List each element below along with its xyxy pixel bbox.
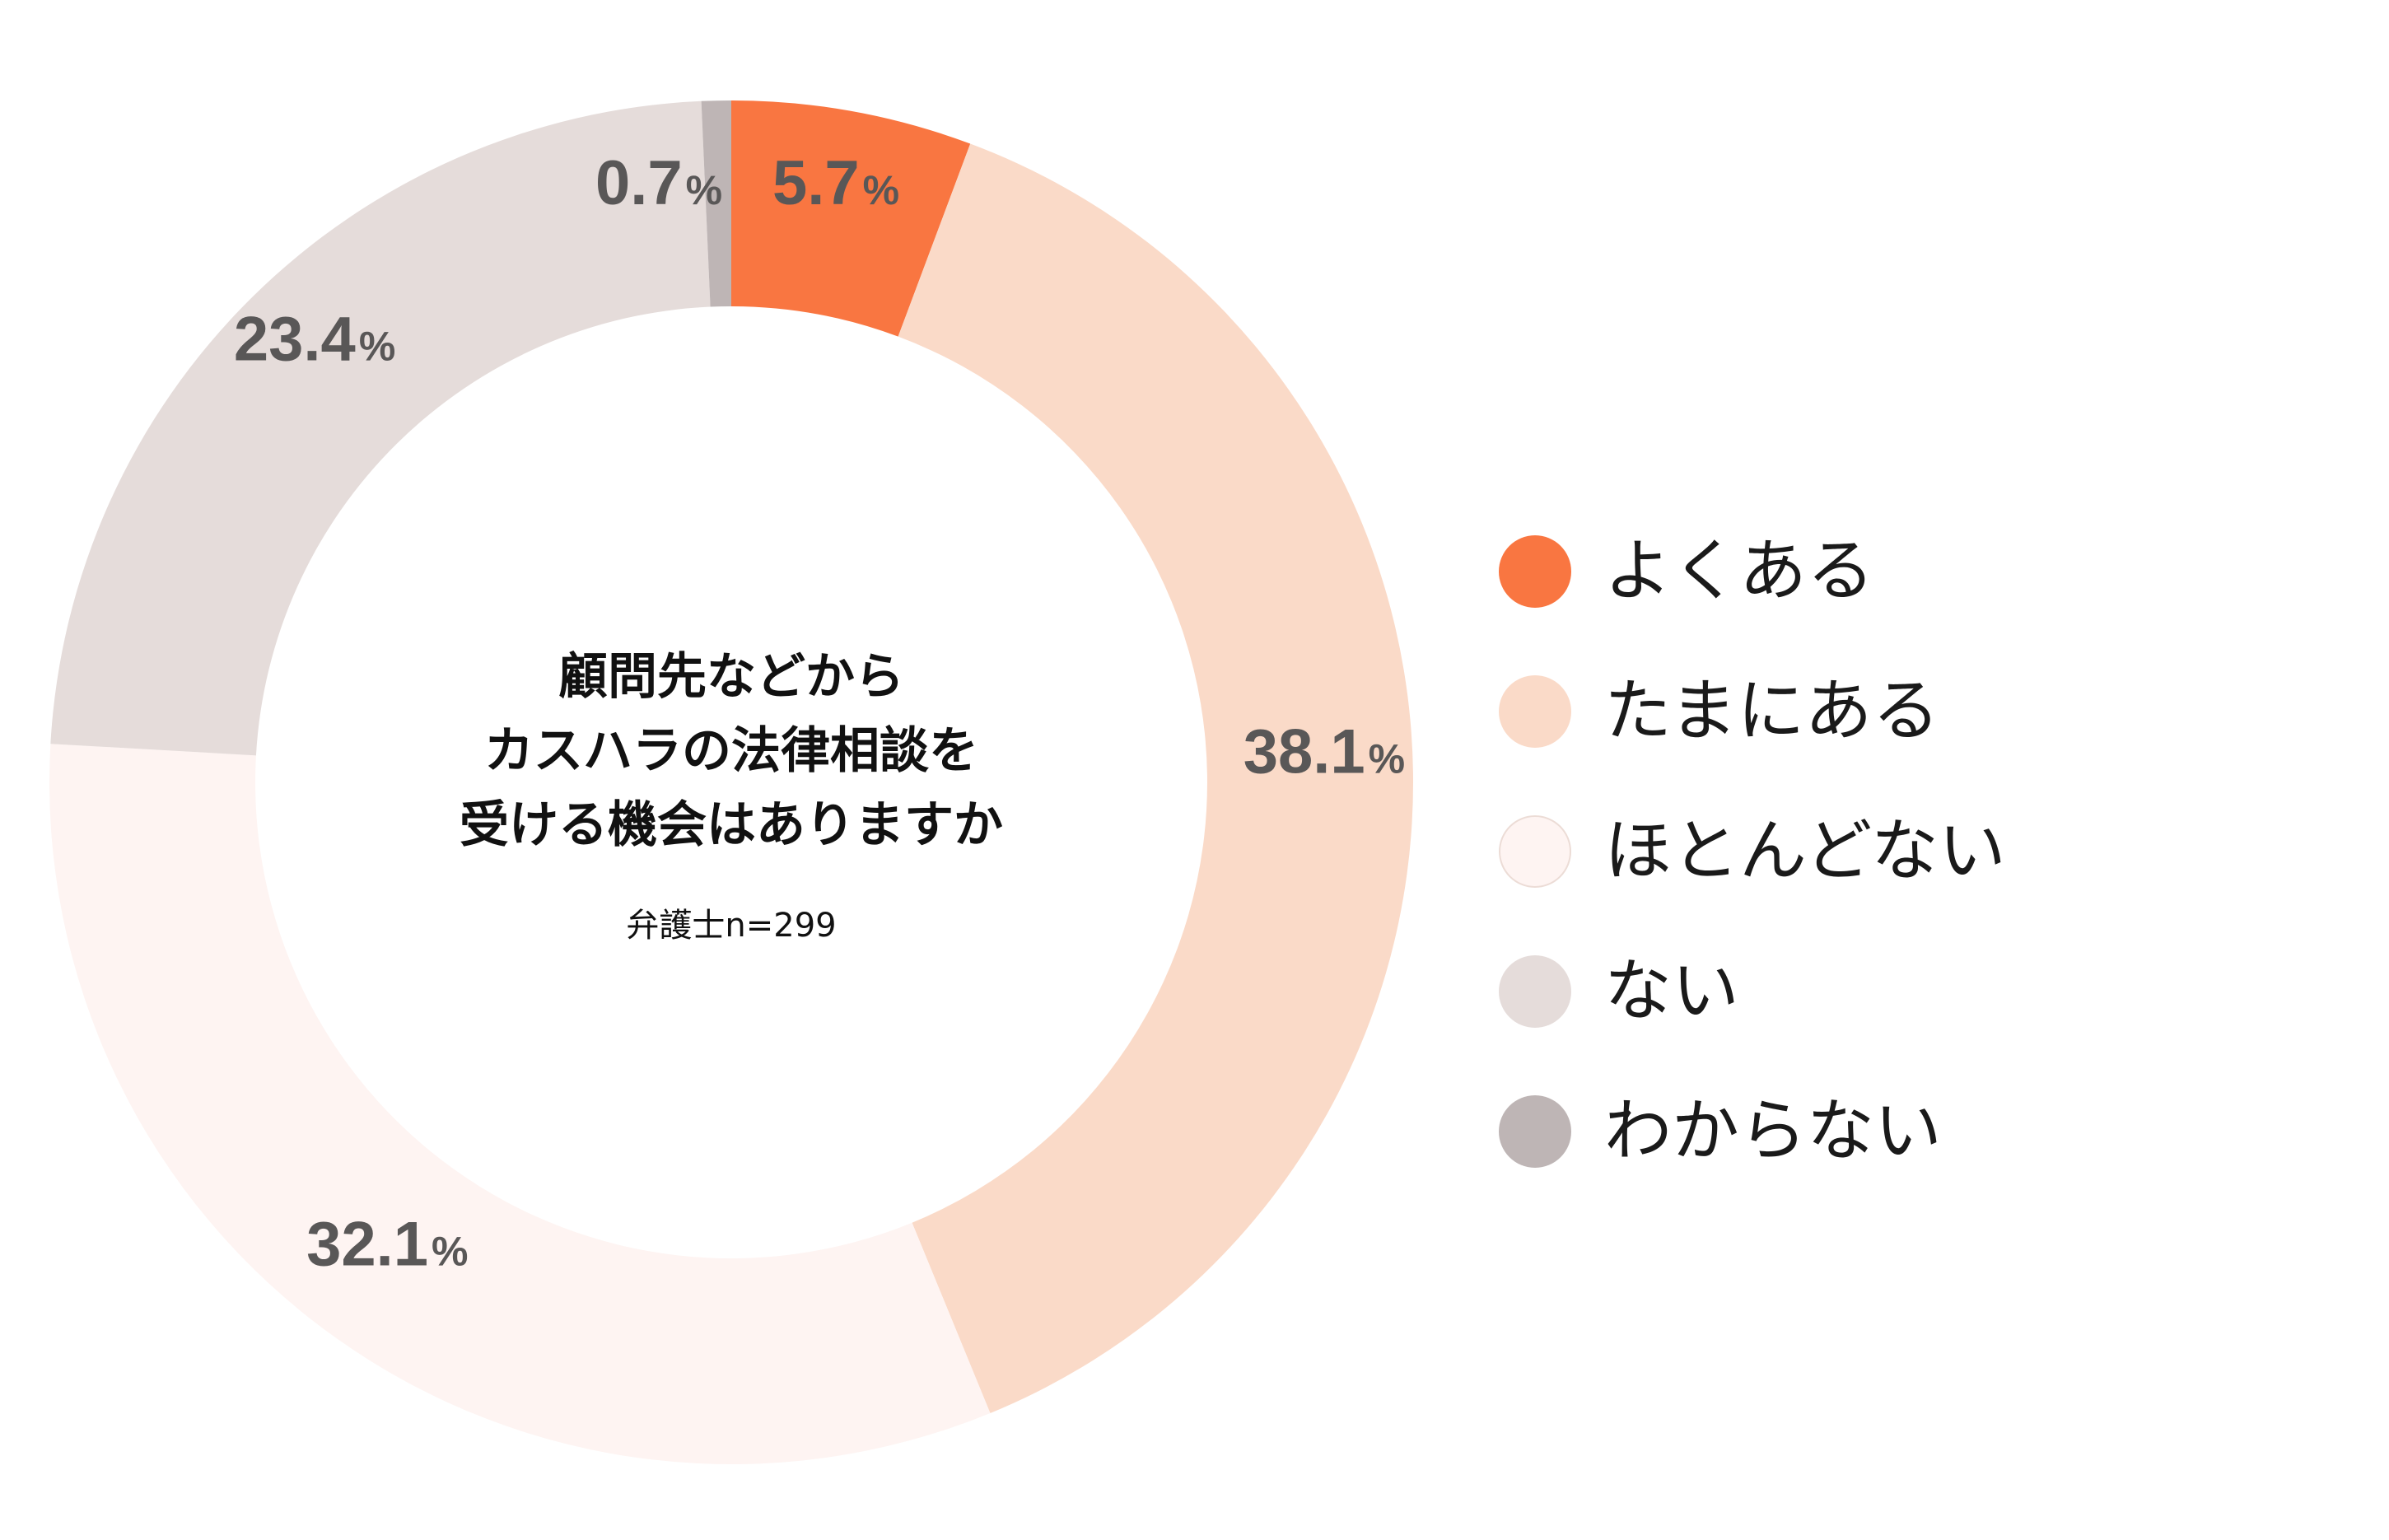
legend-swatch xyxy=(1499,535,1571,608)
legend-swatch xyxy=(1499,955,1571,1028)
slice-5 xyxy=(701,100,731,307)
donut-slices xyxy=(49,100,1413,1464)
value-label-1: 5.7% xyxy=(772,148,899,218)
legend-label: わからない xyxy=(1604,1092,1943,1170)
value-label-5: 0.7% xyxy=(595,148,722,218)
legend-item: たまにある xyxy=(1499,672,2322,750)
slice-1 xyxy=(731,100,971,337)
value-label-4: 23.4% xyxy=(234,305,395,375)
legend-label: たまにある xyxy=(1604,672,1940,750)
value-label-3: 32.1% xyxy=(306,1209,468,1279)
legend-swatch xyxy=(1499,675,1571,748)
legend-item: よくある xyxy=(1499,532,2322,610)
legend-swatch xyxy=(1499,815,1571,888)
chart-title: 顧問先などからカスハラの法律相談を受ける機会はありますか xyxy=(460,648,1003,854)
legend-item: ほとんどない xyxy=(1499,812,2322,890)
donut-chart: 5.7% 38.1% 32.1% 23.4% 0.7% 顧問先などからカスハラの法律相談… xyxy=(49,100,1413,1464)
legend-label: ほとんどない xyxy=(1604,812,2006,890)
legend-label: ない xyxy=(1604,952,1740,1030)
value-label-2: 38.1% xyxy=(1243,717,1405,787)
legend: よくあるたまにあるほとんどない ないわからない xyxy=(1499,532,2322,1239)
legend-item: ない xyxy=(1499,952,2322,1030)
slice-4 xyxy=(50,100,711,756)
slice-2 xyxy=(898,143,1413,1413)
legend-swatch xyxy=(1499,1095,1571,1168)
slice-3 xyxy=(49,744,991,1464)
legend-item: わからない xyxy=(1499,1092,2322,1170)
sample-size-note: 弁護士n=299 xyxy=(626,907,836,945)
legend-label: よくある xyxy=(1604,532,1875,610)
value-labels: 5.7% 38.1% 32.1% 23.4% 0.7% xyxy=(234,148,1405,1279)
